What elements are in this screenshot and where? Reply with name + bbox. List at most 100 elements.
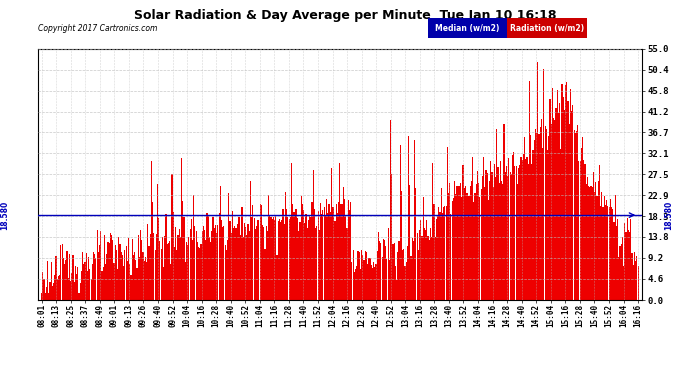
Bar: [87, 271, 88, 300]
Bar: [313, 170, 314, 300]
Bar: [187, 244, 188, 300]
Bar: [335, 204, 337, 300]
Bar: [601, 192, 602, 300]
Bar: [81, 271, 82, 300]
Bar: [578, 160, 580, 300]
Bar: [426, 220, 427, 300]
Bar: [263, 226, 264, 300]
Bar: [414, 140, 415, 300]
Bar: [536, 133, 538, 300]
Bar: [328, 204, 330, 300]
Bar: [59, 275, 60, 300]
Bar: [391, 174, 393, 300]
Bar: [98, 252, 99, 300]
Bar: [60, 244, 61, 300]
Bar: [302, 204, 303, 300]
Bar: [425, 230, 426, 300]
Bar: [415, 188, 417, 300]
Bar: [135, 260, 137, 300]
Bar: [469, 196, 470, 300]
Bar: [322, 210, 324, 300]
Bar: [176, 249, 177, 300]
Bar: [130, 275, 132, 300]
Bar: [566, 82, 567, 300]
Bar: [593, 172, 594, 300]
Bar: [244, 223, 245, 300]
Bar: [292, 204, 293, 300]
Bar: [293, 213, 295, 300]
Bar: [610, 199, 611, 300]
Bar: [374, 267, 375, 300]
Text: Median (w/m2): Median (w/m2): [435, 24, 500, 33]
Bar: [272, 219, 273, 300]
Bar: [217, 225, 219, 300]
Bar: [400, 145, 401, 300]
Bar: [145, 256, 146, 300]
Bar: [287, 217, 288, 300]
Bar: [560, 149, 562, 300]
Bar: [547, 150, 548, 300]
Bar: [390, 120, 391, 300]
Bar: [567, 101, 569, 300]
Bar: [411, 256, 412, 300]
Bar: [338, 202, 339, 300]
Bar: [591, 187, 593, 300]
Bar: [181, 158, 182, 300]
Bar: [69, 254, 70, 300]
Bar: [571, 111, 572, 300]
Bar: [129, 264, 130, 300]
Bar: [122, 255, 123, 300]
Bar: [155, 250, 156, 300]
Bar: [625, 232, 627, 300]
Bar: [179, 229, 180, 300]
Bar: [241, 207, 243, 300]
Bar: [618, 257, 620, 300]
Bar: [118, 237, 119, 300]
Bar: [123, 266, 124, 300]
Bar: [422, 197, 424, 300]
Bar: [633, 266, 634, 300]
Bar: [203, 226, 204, 300]
Bar: [106, 254, 108, 300]
Bar: [477, 171, 478, 300]
Bar: [84, 262, 86, 300]
Bar: [286, 209, 287, 300]
Bar: [150, 234, 151, 300]
Bar: [285, 192, 286, 300]
Bar: [198, 247, 199, 300]
Bar: [47, 261, 48, 300]
Bar: [586, 177, 588, 300]
Bar: [262, 225, 263, 300]
Bar: [180, 237, 181, 300]
Bar: [451, 201, 453, 300]
Bar: [243, 237, 244, 300]
Bar: [232, 211, 233, 300]
Bar: [116, 250, 117, 300]
Bar: [251, 217, 253, 300]
Bar: [213, 217, 214, 300]
Bar: [126, 246, 127, 300]
Bar: [164, 236, 166, 300]
Bar: [53, 282, 55, 300]
Bar: [230, 233, 232, 300]
Bar: [413, 241, 414, 300]
Bar: [345, 216, 346, 300]
Bar: [316, 226, 317, 300]
Bar: [502, 184, 504, 300]
Bar: [261, 205, 262, 300]
Bar: [546, 129, 547, 300]
Bar: [459, 186, 460, 300]
Bar: [549, 99, 551, 300]
Bar: [161, 237, 163, 300]
Bar: [333, 207, 335, 300]
Bar: [472, 157, 473, 300]
Bar: [485, 170, 486, 300]
Bar: [321, 214, 322, 300]
Bar: [190, 219, 192, 300]
Bar: [170, 264, 171, 300]
Bar: [362, 255, 364, 300]
Bar: [482, 176, 483, 300]
Bar: [111, 236, 112, 300]
Bar: [119, 244, 121, 300]
Bar: [559, 103, 560, 300]
